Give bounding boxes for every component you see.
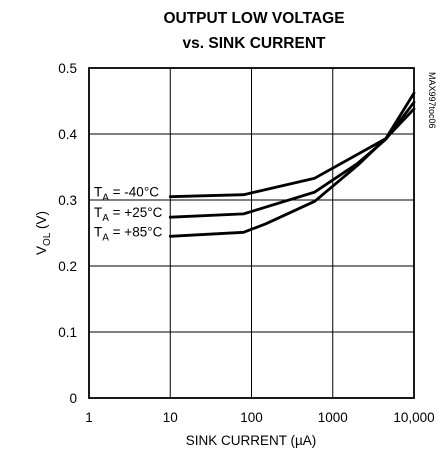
series-labels: TA = -40°CTA = +25°CTA = +85°C	[94, 185, 163, 244]
series-label: TA = +85°C	[94, 224, 163, 243]
y-axis-label-sub: OL	[42, 232, 53, 246]
x-axis-label: SINK CURRENT (µA)	[186, 433, 317, 448]
x-tick-label: 10,000	[393, 410, 434, 425]
series-line	[168, 107, 416, 199]
y-tick-label: 0.2	[58, 259, 77, 274]
y-tick-label: 0.4	[58, 127, 77, 142]
y-axis-label-main: V	[34, 246, 49, 255]
x-tick-label: 100	[240, 410, 263, 425]
y-axis-label-unit: (V)	[34, 211, 49, 233]
chart-title: OUTPUT LOW VOLTAGE	[163, 10, 344, 27]
y-tick-label: 0	[69, 391, 77, 406]
tick-labels: 1 10 100 1000 10,000 0 0.1 0.2 0.3 0.4 0.5	[58, 61, 434, 425]
x-tick-label: 1000	[318, 410, 348, 425]
y-axis-label: VOL (V)	[34, 211, 53, 255]
x-tick-label: 10	[163, 410, 178, 425]
y-tick-label: 0.5	[58, 61, 77, 76]
x-tick-label: 1	[85, 410, 93, 425]
series-lines	[168, 91, 416, 238]
y-tick-label: 0.1	[58, 325, 77, 340]
series-line	[168, 91, 416, 238]
chart-subtitle: vs. SINK CURRENT	[183, 35, 326, 52]
part-code: MAX997toc06	[427, 72, 437, 129]
plot-frame	[88, 67, 415, 399]
series-label: TA = -40°C	[94, 185, 159, 204]
y-tick-label: 0.3	[58, 193, 77, 208]
series-label: TA = +25°C	[94, 205, 163, 224]
